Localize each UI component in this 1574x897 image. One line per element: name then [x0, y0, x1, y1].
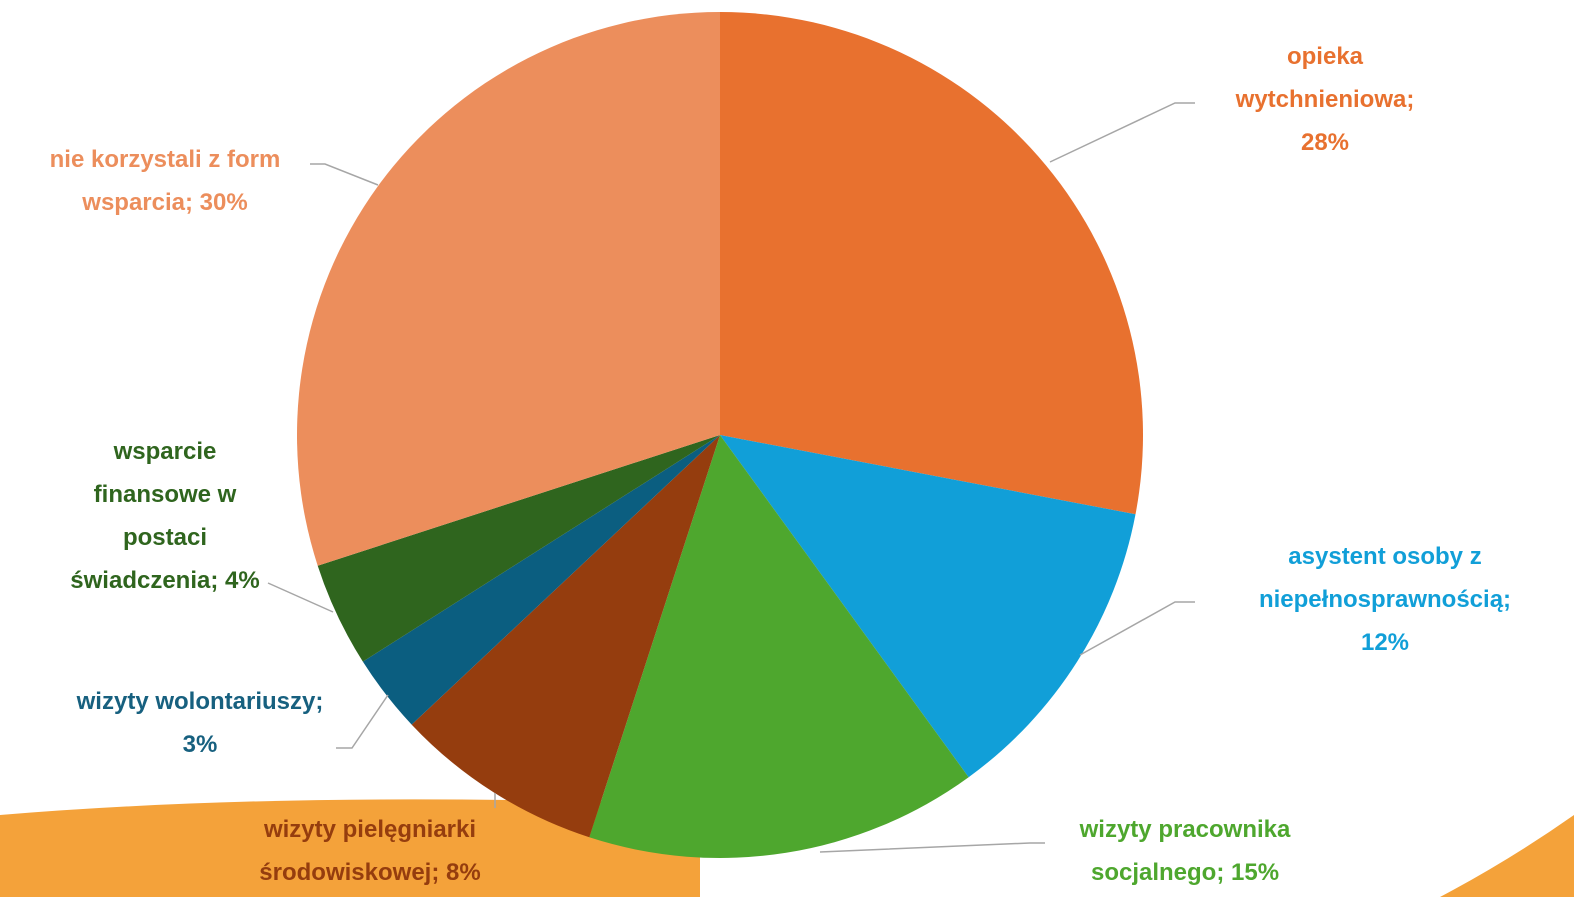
data-label: asystent osoby z niepełnosprawnością; 12…: [1258, 543, 1512, 656]
data-label: wizyty pielęgniarki środowiskowej; 8%: [259, 816, 481, 886]
data-label: nie korzystali z form wsparcia; 30%: [49, 146, 281, 216]
pie-slice: [720, 435, 1136, 778]
pie-slice: [296, 12, 720, 566]
pie-slice: [362, 435, 720, 725]
background-wave: [1440, 815, 1574, 897]
data-label: wizyty wolontariuszy; 3%: [76, 688, 324, 758]
pie-slice: [589, 435, 969, 858]
data-label: wizyty pracownika socjalnego; 15%: [1079, 816, 1291, 886]
pie-slice: [720, 12, 1143, 515]
data-label: wsparcie finansowe w postaci świadczenia…: [70, 438, 260, 594]
background-wave: [0, 799, 700, 897]
pie-slice: [317, 435, 720, 662]
pie-slice: [411, 435, 720, 838]
leader-lines: [267, 102, 1195, 853]
data-label: opieka wytchnieniowa; 28%: [1235, 43, 1415, 156]
